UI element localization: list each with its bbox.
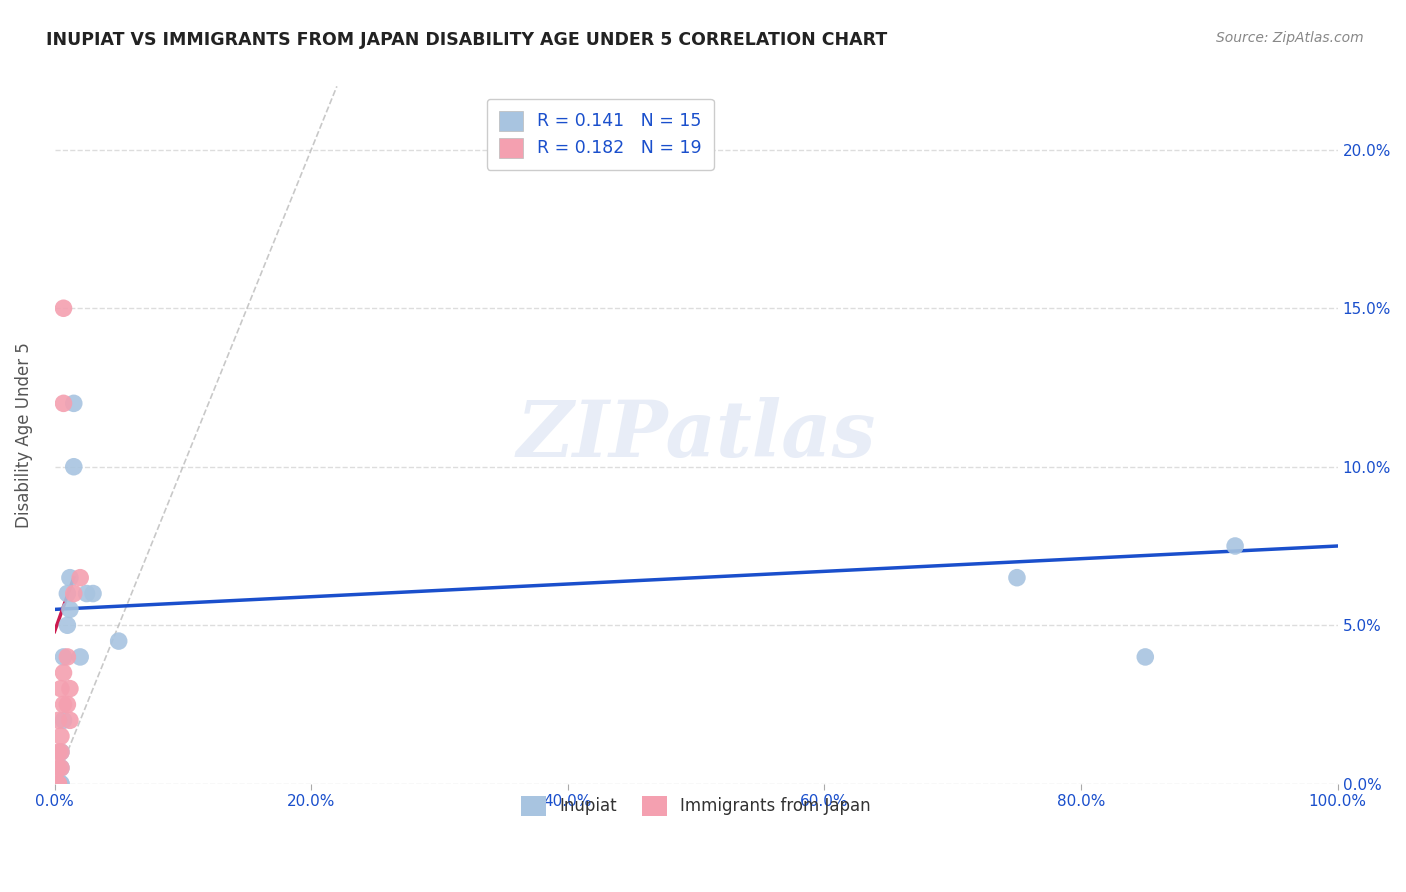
Point bbox=[48, 777, 70, 791]
Point bbox=[56, 698, 79, 712]
Point bbox=[1135, 649, 1157, 664]
Text: ZIPatlas: ZIPatlas bbox=[516, 397, 876, 474]
Point bbox=[49, 777, 72, 791]
Text: INUPIAT VS IMMIGRANTS FROM JAPAN DISABILITY AGE UNDER 5 CORRELATION CHART: INUPIAT VS IMMIGRANTS FROM JAPAN DISABIL… bbox=[46, 31, 887, 49]
Point bbox=[76, 586, 98, 600]
Point bbox=[49, 745, 72, 759]
Point bbox=[69, 649, 91, 664]
Point bbox=[49, 729, 72, 743]
Text: Source: ZipAtlas.com: Source: ZipAtlas.com bbox=[1216, 31, 1364, 45]
Point bbox=[107, 634, 129, 648]
Point bbox=[62, 459, 84, 474]
Point bbox=[48, 777, 70, 791]
Point bbox=[62, 396, 84, 410]
Point bbox=[52, 714, 75, 728]
Point bbox=[59, 681, 82, 696]
Point bbox=[56, 618, 79, 632]
Point bbox=[52, 301, 75, 316]
Point bbox=[49, 745, 72, 759]
Point bbox=[1005, 571, 1028, 585]
Point bbox=[69, 571, 91, 585]
Point bbox=[59, 602, 82, 616]
Point bbox=[52, 396, 75, 410]
Point bbox=[49, 681, 72, 696]
Point bbox=[48, 761, 70, 775]
Point bbox=[49, 761, 72, 775]
Point bbox=[48, 714, 70, 728]
Point bbox=[52, 665, 75, 680]
Point bbox=[48, 745, 70, 759]
Point bbox=[1223, 539, 1246, 553]
Point bbox=[59, 571, 82, 585]
Point bbox=[56, 586, 79, 600]
Legend: Inupiat, Immigrants from Japan: Inupiat, Immigrants from Japan bbox=[513, 788, 879, 824]
Point bbox=[59, 714, 82, 728]
Point bbox=[82, 586, 104, 600]
Y-axis label: Disability Age Under 5: Disability Age Under 5 bbox=[15, 343, 32, 528]
Point bbox=[56, 649, 79, 664]
Point bbox=[52, 698, 75, 712]
Point bbox=[49, 777, 72, 791]
Point bbox=[52, 649, 75, 664]
Point bbox=[49, 761, 72, 775]
Point bbox=[62, 586, 84, 600]
